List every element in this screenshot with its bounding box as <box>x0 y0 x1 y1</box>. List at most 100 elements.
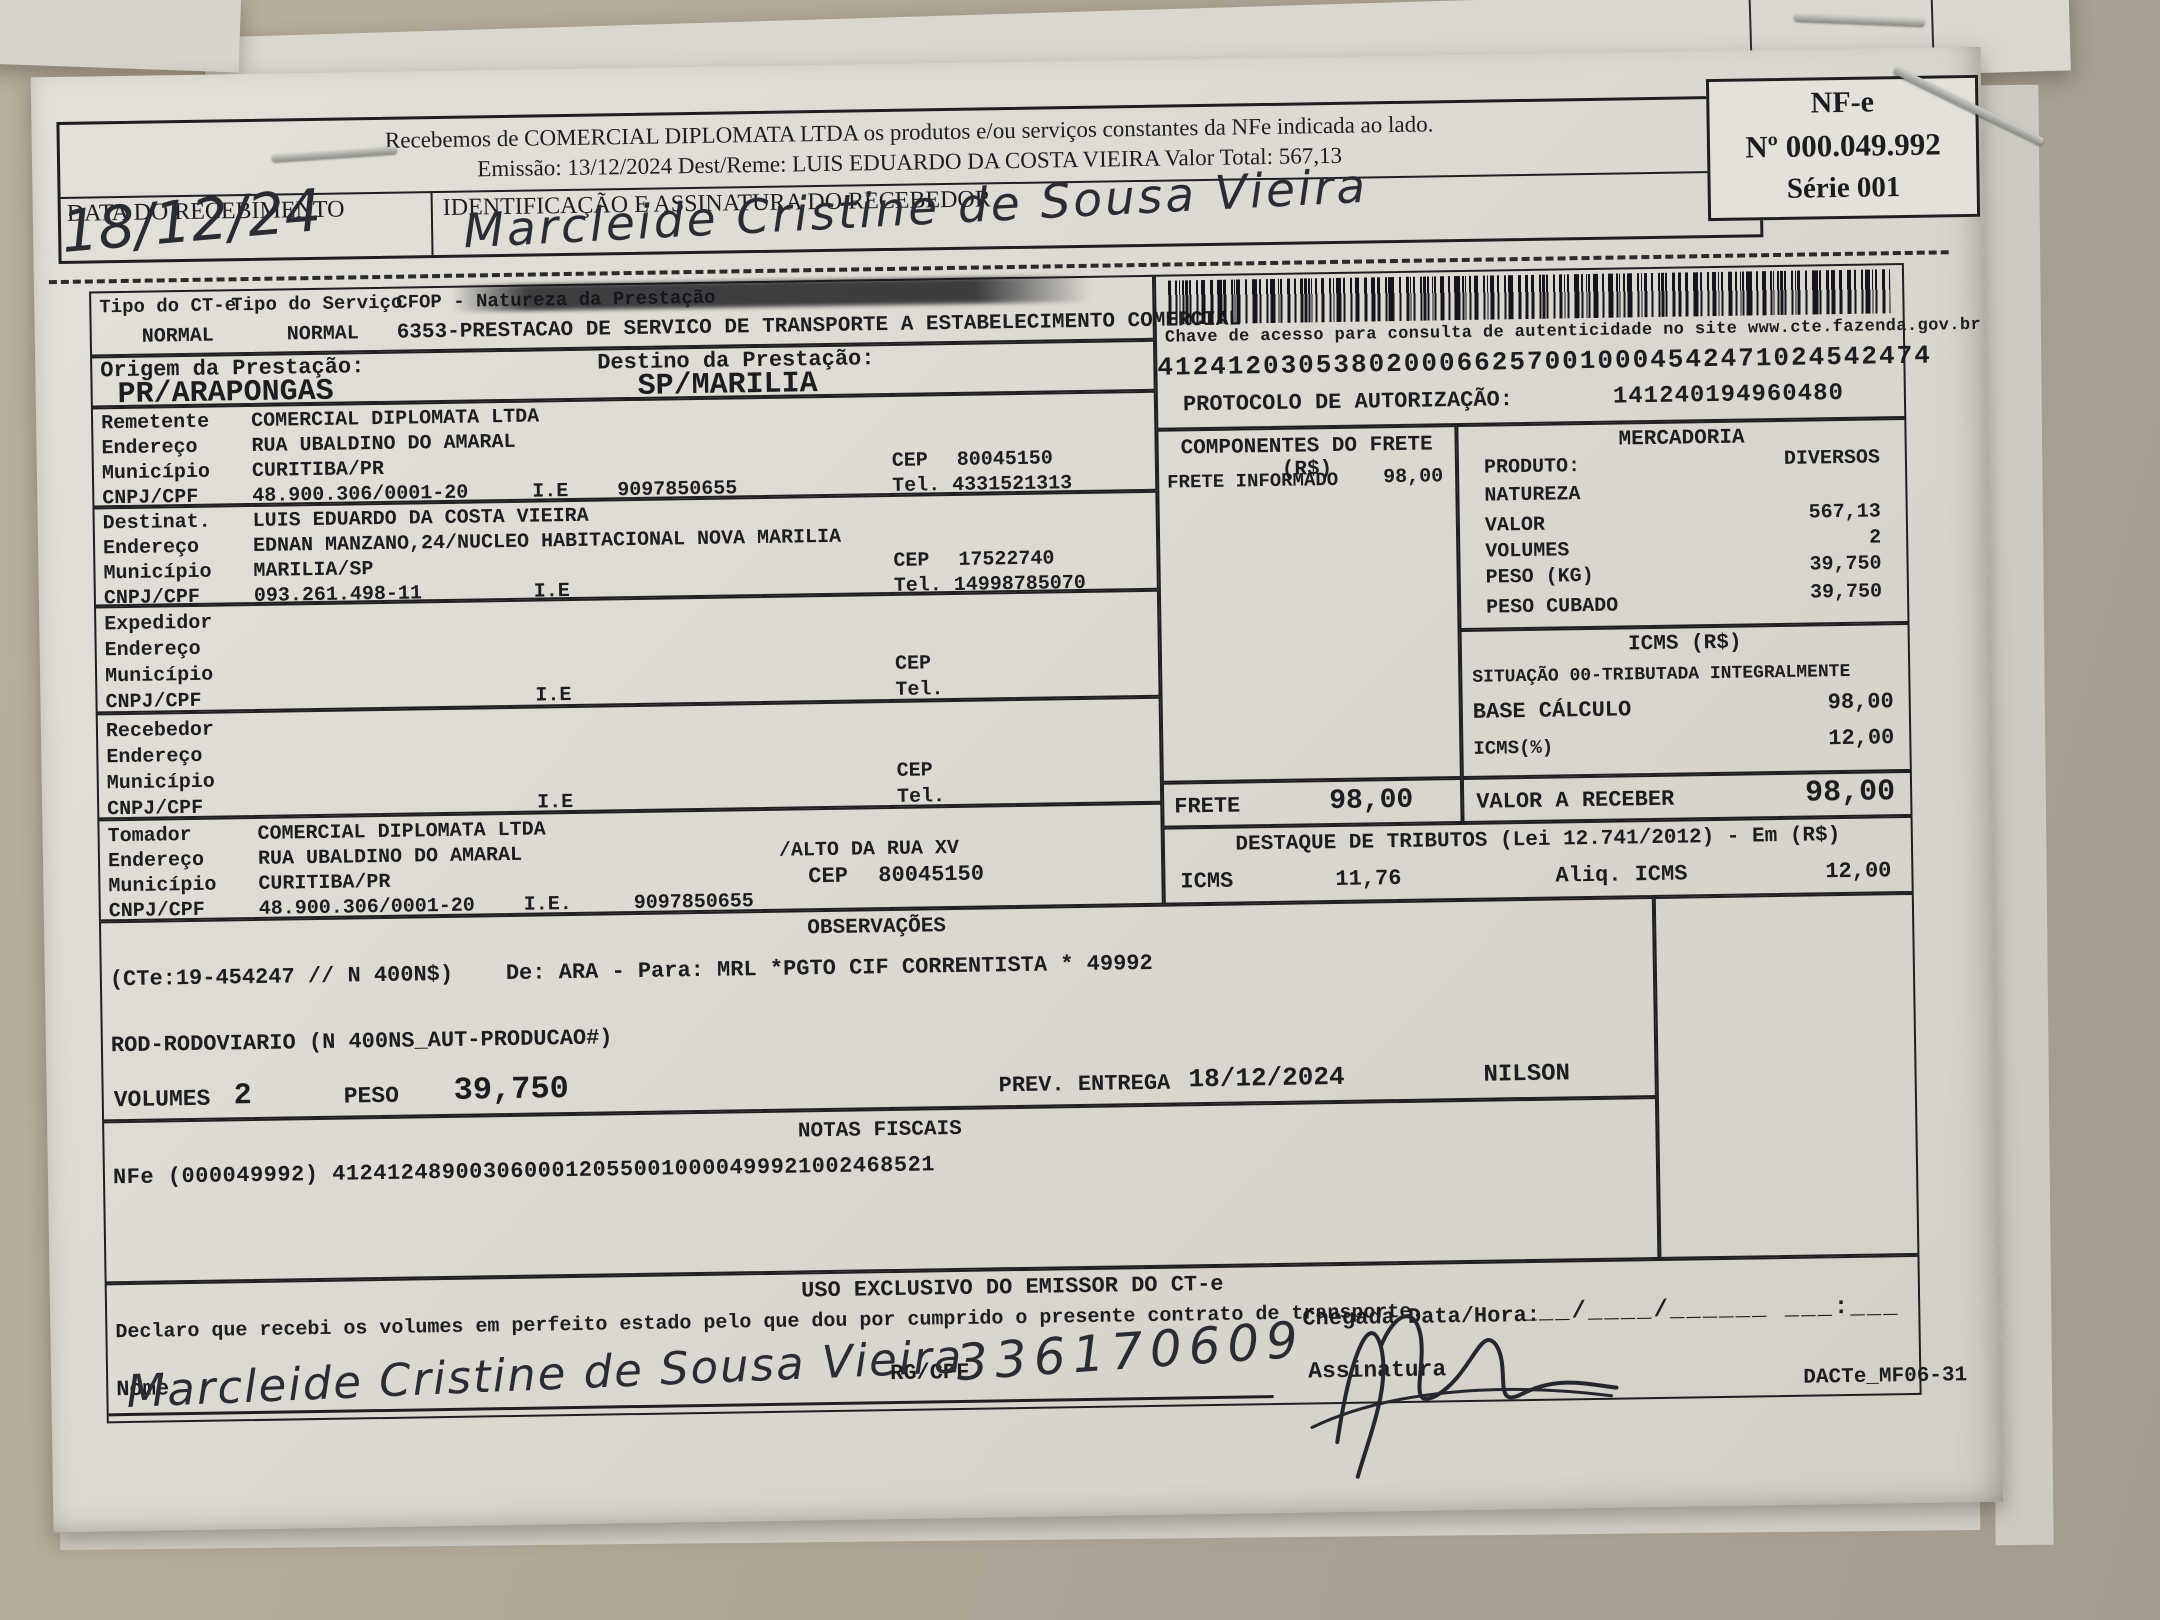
peso-cubado-value: 39,750 <box>1809 580 1883 605</box>
frete-label: FRETE <box>1174 793 1241 820</box>
doc-ref: DACTe_MF06-31 <box>1803 1364 1968 1390</box>
valor-receber-box: VALOR A RECEBER 98,00 <box>1461 770 1913 824</box>
obs-peso-value: 39,750 <box>453 1070 570 1109</box>
municipio-label: Município <box>101 460 211 486</box>
parte-endereco: RUA UBALDINO DO AMARAL <box>257 843 523 871</box>
ie-label: I.E <box>536 790 574 815</box>
protocolo-value: 141240194960480 <box>1612 379 1845 411</box>
tributos-aliq-label: Aliq. ICMS <box>1555 861 1688 889</box>
icms-situacao: SITUAÇÃO 00-TRIBUTADA INTEGRALMENTE <box>1472 661 1851 688</box>
base-calculo-label: BASE CÁLCULO <box>1472 697 1632 725</box>
produto-label: PRODUTO: <box>1483 455 1581 480</box>
cfop-value: 6353-PRESTACAO DE SERVICO DE TRANSPORTE … <box>396 308 1242 345</box>
parte-titulo: Expedidor <box>104 611 213 637</box>
municipio-label: Município <box>104 663 214 689</box>
barcode <box>1168 269 1891 325</box>
frete-value: 98,00 <box>1328 784 1414 818</box>
icms-aliquota-label: ICMS(%) <box>1473 736 1554 760</box>
recebedor-block: Recebedor Endereço Município CEP CNPJ/CPF… <box>95 696 1163 821</box>
tributos-aliq-value: 12,00 <box>1825 858 1892 885</box>
parte-titulo: Recebedor <box>105 718 215 744</box>
parte-cep: 80045150 <box>956 447 1054 472</box>
componentes-frete-box: COMPONENTES DO FRETE (R$) FRETE INFORMAD… <box>1156 425 1462 783</box>
parte-nome: LUIS EDUARDO DA COSTA VIEIRA <box>252 504 589 533</box>
icms-box: ICMS (R$) SITUAÇÃO 00-TRIBUTADA INTEGRAL… <box>1459 622 1912 779</box>
notas-fiscais-linha: NFe (000049992) 412412489003060001205500… <box>112 1152 936 1191</box>
assinatura-scribble <box>1310 1314 1619 1479</box>
protocolo-label: PROTOCOLO DE AUTORIZAÇÃO: <box>1182 387 1514 418</box>
nfe-numero: Nº 000.049.992 <box>1745 126 1941 165</box>
frete-informado-value: 98,00 <box>1382 465 1444 490</box>
icms-titulo: ICMS (R$) <box>1627 631 1742 657</box>
empty-side-box <box>1653 892 1920 1259</box>
parte-titulo: Remetente <box>100 410 210 436</box>
volumes-label: VOLUMES <box>1485 539 1570 564</box>
conferente-value: NILSON <box>1483 1060 1571 1089</box>
nfe-serie: Série 001 <box>1786 171 1901 205</box>
cep-label: CEP <box>896 759 933 783</box>
valor-label: VALOR <box>1484 513 1546 538</box>
produto-value: DIVERSOS <box>1783 446 1881 471</box>
tipo-servico-label: Tipo do Serviço <box>231 291 403 317</box>
prev-entrega-value: 18/12/2024 <box>1188 1061 1345 1095</box>
natureza-label: NATUREZA <box>1484 483 1581 508</box>
tipo-cte-value: NORMAL <box>141 324 214 349</box>
remetente-block: Remetente COMERCIAL DIPLOMATA LTDA Endere… <box>90 390 1158 510</box>
frete-informado-label: FRETE INFORMADO <box>1167 468 1339 494</box>
frete-box: FRETE 98,00 <box>1161 778 1463 828</box>
mercadoria-box: MERCADORIA PRODUTO: DIVERSOS NATUREZA VA… <box>1456 417 1910 631</box>
parte-municipio: CURITIBA/PR <box>258 870 391 896</box>
destinatario-block: Destinat. LUIS EDUARDO DA COSTA VIEIRA En… <box>92 490 1159 610</box>
obs-volumes-label: VOLUMES <box>113 1085 211 1114</box>
observacoes-linha2: ROD-RODOVIARIO (N 400NS_AUT-PRODUCAO#) <box>110 1025 613 1059</box>
chave-numero: 4124120305380200066257001000454247102454… <box>1157 340 1933 383</box>
tributos-titulo: DESTAQUE DE TRIBUTOS (Lei 12.741/2012) -… <box>1235 824 1841 857</box>
observacoes-linha1: (CTe:19-454247 // N 400N$) De: ARA - Par… <box>109 950 1153 993</box>
expedidor-block: Expedidor Endereço Município CEP CNPJ/CPF… <box>94 589 1161 714</box>
parte-municipio: CURITIBA/PR <box>251 457 385 483</box>
valor-receber-value: 98,00 <box>1804 775 1896 811</box>
tomador-block: Tomador COMERCIAL DIPLOMATA LTDA Endereço… <box>97 802 1164 923</box>
parte-endereco2: /ALTO DA RUA XV <box>778 836 960 863</box>
endereco-label: Endereço <box>107 848 205 874</box>
cep-label: CEP <box>893 549 930 573</box>
destaque-tributos-box: DESTAQUE DE TRIBUTOS (Lei 12.741/2012) -… <box>1162 815 1914 905</box>
endereco-label: Endereço <box>106 744 203 770</box>
observacoes-box: OBSERVAÇÕES (CTe:19-454247 // N 400N$) D… <box>98 897 1657 1122</box>
municipio-label: Município <box>108 873 217 899</box>
base-calculo-value: 98,00 <box>1827 689 1894 716</box>
chave-acesso-box: Chave de acesso para consulta de autenti… <box>1153 263 1981 430</box>
endereco-label: Endereço <box>102 535 200 561</box>
dacte-sheet: Recebemos de COMERCIAL DIPLOMATA LTDA os… <box>30 46 2045 1533</box>
peso-cubado-label: PESO CUBADO <box>1486 594 1619 620</box>
prev-entrega-label: PREV. ENTREGA <box>998 1070 1171 1099</box>
endereco-label: Endereço <box>104 637 201 663</box>
tipo-cte-label: Tipo do CT-e <box>99 294 237 319</box>
tributos-icms-label: ICMS <box>1180 868 1234 895</box>
parte-titulo: Tomador <box>107 823 192 849</box>
ink-smudge <box>451 275 1092 312</box>
icms-aliquota-value: 12,00 <box>1828 725 1895 752</box>
cep-label: CEP <box>808 863 849 890</box>
nfe-number-box: NF-e Nº 000.049.992 Série 001 <box>1705 74 1981 222</box>
parte-cep: 17522740 <box>958 547 1055 572</box>
parte-cep: 80045150 <box>878 861 985 889</box>
peso-label: PESO (KG) <box>1485 564 1594 590</box>
tributos-icms-value: 11,76 <box>1335 865 1402 893</box>
parte-endereco: RUA UBALDINO DO AMARAL <box>251 430 516 458</box>
parte-titulo: Destinat. <box>102 510 211 536</box>
municipio-label: Município <box>103 560 212 586</box>
tipo-servico-value: NORMAL <box>286 322 359 347</box>
valor-receber-label: VALOR A RECEBER <box>1476 786 1675 815</box>
ie-label: I.E <box>535 683 572 708</box>
volumes-value: 2 <box>1868 526 1882 550</box>
parte-municipio: MARILIA/SP <box>253 558 374 583</box>
background-sheet-corner <box>0 0 242 73</box>
parte-nome: COMERCIAL DIPLOMATA LTDA <box>250 405 540 433</box>
tel-label: Tel. <box>895 678 944 702</box>
cep-label: CEP <box>891 449 929 473</box>
valor-value: 567,13 <box>1808 500 1881 525</box>
obs-peso-label: PESO <box>343 1082 400 1110</box>
peso-value: 39,750 <box>1809 552 1882 577</box>
